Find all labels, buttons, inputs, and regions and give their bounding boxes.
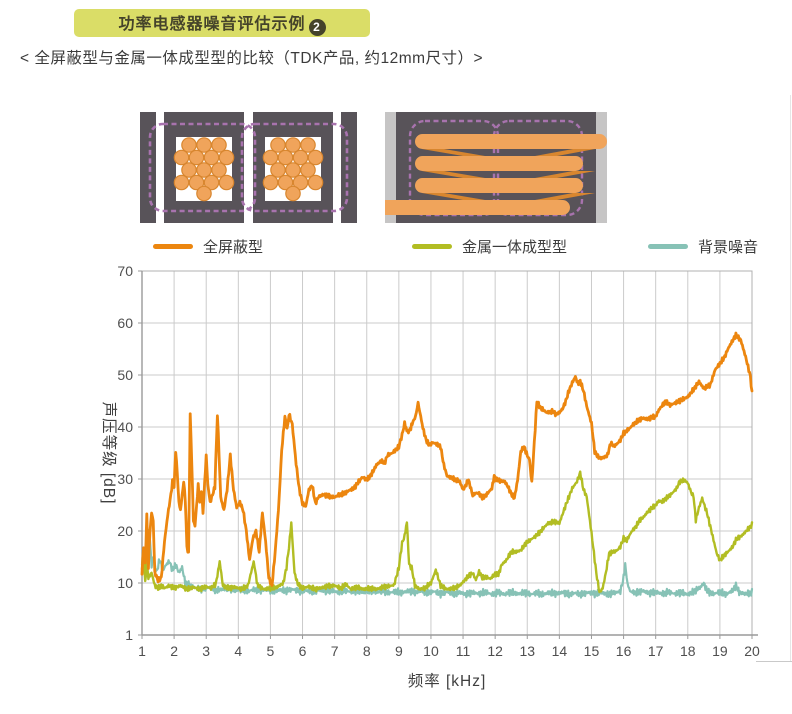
flat-wire-coil [385,134,607,215]
svg-text:19: 19 [712,643,728,659]
legend-item-full-shield: 全屏蔽型 [153,236,263,257]
legend-swatch-background-noise [648,243,688,250]
svg-text:12: 12 [487,643,503,659]
svg-text:7: 7 [331,643,339,659]
svg-text:14: 14 [552,643,568,659]
svg-text:15: 15 [584,643,600,659]
wire-cross-section-left [173,137,235,202]
svg-text:4: 4 [234,643,242,659]
chart-tick-labels: 1 2 3 4 5 6 7 8 9 10 11 12 13 14 15 16 17 18 19 20706050403… [117,263,760,659]
svg-text:10: 10 [423,643,439,659]
legend-label-full-shield: 全屏蔽型 [203,239,264,256]
svg-text:6: 6 [299,643,307,659]
crop-artifact-line [756,661,792,662]
page-edge-line [790,95,791,661]
svg-text:30: 30 [117,471,133,487]
noise-level-chart: 1 2 3 4 5 6 7 8 9 10 11 12 13 14 15 16 17 18 19 20 70 60 50 40 3… [80,258,792,710]
legend-item-background-noise: 背景噪音 [648,236,758,257]
svg-text:9: 9 [395,643,403,659]
legend-item-metal-integrated: 金属一体成型型 [412,236,567,257]
title-banner: 功率电感器噪音评估示例 2 [74,9,370,37]
legend-label-background-noise: 背景噪音 [698,239,759,256]
legend-swatch-full-shield [153,243,193,250]
legend-swatch-metal-integrated [412,243,452,250]
y-axis-title: 声压等级 [dB] [100,402,118,505]
metal-integrated-inductor-diagram [385,112,607,223]
svg-text:40: 40 [117,419,133,435]
page-title-text: 功率电感器噪音评估示例 [118,16,306,34]
svg-text:1: 1 [138,643,146,659]
wire-cross-section-right [262,137,324,202]
svg-text:1: 1 [125,627,133,643]
x-axis-title: 频率 [kHz] [408,672,487,690]
right-terminal [596,112,607,223]
svg-text:11: 11 [456,643,471,659]
svg-text:50: 50 [117,367,133,383]
svg-text:3: 3 [202,643,210,659]
svg-text:13: 13 [519,643,535,659]
svg-text:5: 5 [267,643,275,659]
svg-text:18: 18 [680,643,696,659]
chart-series [140,331,754,599]
svg-text:17: 17 [648,643,664,659]
legend-label-metal-integrated: 金属一体成型型 [462,239,568,256]
svg-text:16: 16 [616,643,632,659]
svg-text:20: 20 [117,523,133,539]
svg-text:10: 10 [117,575,133,591]
svg-text:2: 2 [170,643,178,659]
magnetic-flux-loops [148,122,349,213]
chart-grid [141,270,753,636]
svg-text:70: 70 [117,263,133,279]
svg-text:60: 60 [117,315,133,331]
left-terminal [385,112,396,223]
shielded-inductor-diagram [140,112,357,223]
subtitle: < 全屏蔽型与金属一体成型型的比较（TDK产品, 约12mm尺寸）> [20,50,484,67]
title-badge: 2 [308,18,326,36]
chart-svg: 1 2 3 4 5 6 7 8 9 10 11 12 13 14 15 16 17 18 19 20706050403… [100,263,760,690]
shielded-core [140,112,357,223]
page-title: 功率电感器噪音评估示例 2 [118,10,326,36]
svg-text:20: 20 [744,643,760,659]
svg-text:8: 8 [363,643,371,659]
